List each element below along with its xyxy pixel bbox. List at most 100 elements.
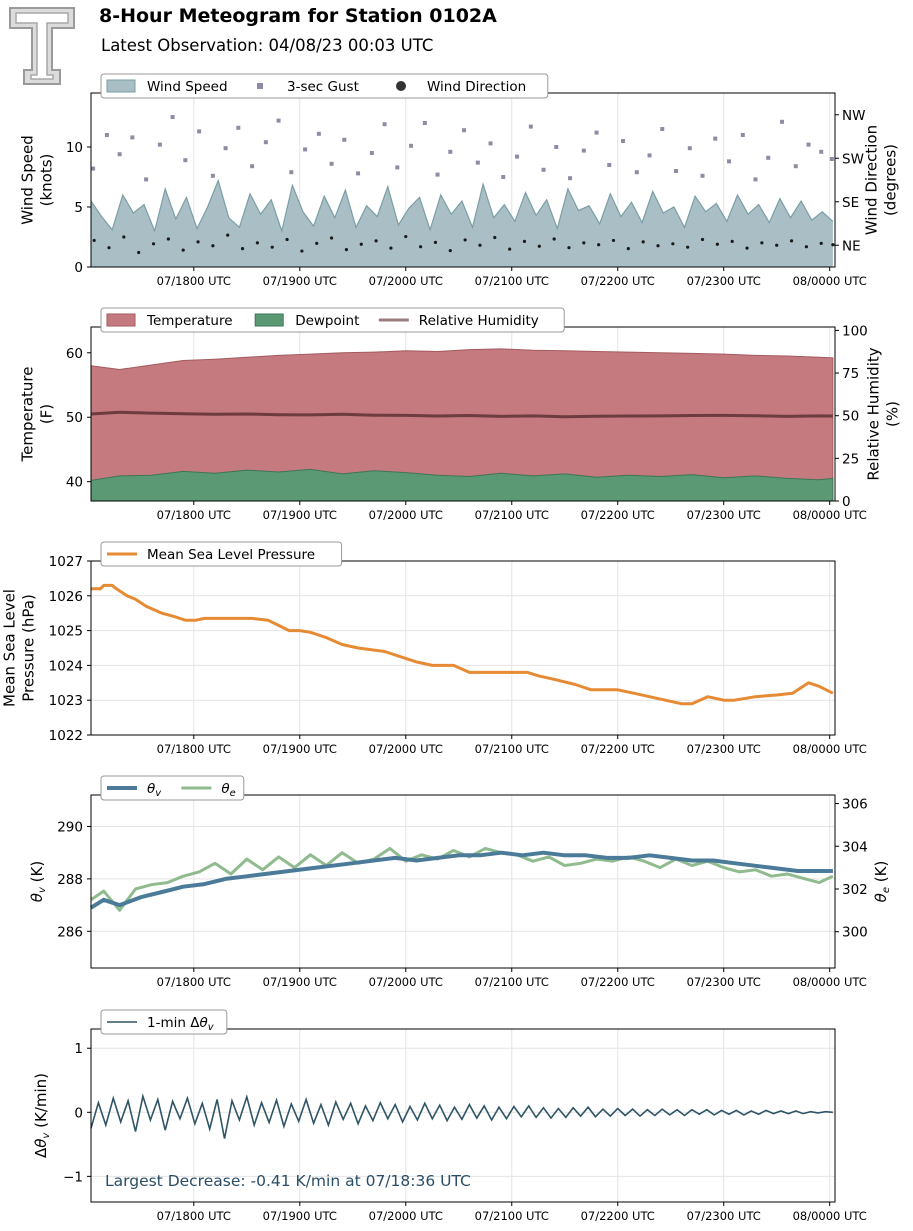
x-tick-label: 07/1900 UTC (263, 1209, 337, 1223)
x-tick-label: 07/1800 UTC (157, 1209, 231, 1223)
y-tick-label: 50 (66, 410, 83, 426)
direction-point (240, 247, 245, 251)
x-tick-label: 08/0000 UTC (793, 274, 867, 288)
panel-5: 07/1800 UTC 07/1900 UTC 07/2000 UTC 07/2100… (32, 1009, 867, 1223)
gust-point (130, 135, 135, 140)
plot-frame (90, 794, 836, 969)
legend: Wind Speed 3-sec Gust Wind Direction (100, 73, 549, 99)
y2-axis-label: Wind Direction (863, 125, 881, 235)
y-tick-label: 1024 (49, 658, 83, 674)
legend-label: Relative Humidity (419, 313, 539, 329)
direction-point (151, 242, 156, 246)
direction-point (493, 235, 497, 240)
x-tick-label: 07/2300 UTC (687, 274, 761, 288)
gust-point (117, 152, 122, 157)
y-tick-label: 60 (66, 346, 83, 362)
y2-tick-label: SE (842, 195, 859, 211)
gust-point (501, 175, 506, 179)
gust-point (276, 118, 281, 123)
legend-label: 1-min Δθv (147, 1015, 215, 1033)
direction-point (122, 235, 126, 239)
direction-point (226, 233, 230, 237)
gust-point (329, 161, 334, 166)
direction-point (804, 245, 808, 249)
y-tick-label: 1025 (49, 624, 83, 640)
y-axis-label: Temperature (19, 366, 37, 462)
direction-point (344, 248, 349, 252)
legend: Temperature Dewpoint Relative Humidity (100, 307, 565, 333)
gust-point (263, 140, 268, 145)
direction-point (641, 240, 645, 244)
direction-point (463, 238, 467, 242)
x-tick-label: 07/2300 UTC (687, 975, 761, 989)
direction-point (181, 248, 185, 252)
gust-point (766, 155, 771, 160)
x-tick-label: 07/2100 UTC (475, 508, 549, 522)
direction-point (611, 238, 616, 243)
x-tick-label: 07/2200 UTC (581, 274, 655, 288)
x-tick-label: 07/2300 UTC (687, 1209, 761, 1223)
gust-point (448, 149, 453, 154)
y2-tick-label: SW (842, 151, 864, 167)
legend-label: θe (221, 781, 235, 799)
gust-point (369, 151, 374, 155)
direction-point (300, 249, 304, 253)
legend-label: 3-sec Gust (287, 79, 359, 95)
direction-point (359, 242, 363, 246)
gust-point (422, 121, 427, 125)
y-tick-label: 1022 (49, 728, 83, 744)
direction-point (166, 237, 170, 241)
y-tick-label: −1 (63, 1169, 83, 1185)
gust-point (568, 176, 573, 181)
x-tick-label: 07/2100 UTC (475, 274, 549, 288)
gust-point (674, 169, 679, 173)
direction-point (700, 237, 705, 242)
direction-point (433, 240, 438, 244)
x-tick-label: 07/2200 UTC (581, 1209, 655, 1223)
legend-box (100, 775, 245, 801)
y-tick-label: 1 (74, 1041, 83, 1057)
legend-label: Wind Direction (427, 79, 526, 95)
gust-point (91, 166, 96, 171)
x-tick-label: 07/2000 UTC (369, 742, 443, 756)
panel-3: 07/1800 UTC 07/1900 UTC 07/2000 UTC 07/2100… (1, 541, 867, 756)
legend-label: Mean Sea Level Pressure (147, 547, 315, 563)
direction-point (626, 247, 630, 251)
y-axis-label: Pressure (hPa) (20, 594, 38, 702)
gust-point (713, 136, 718, 141)
gust-point (250, 164, 255, 169)
gust-point (409, 143, 414, 148)
gust-point (806, 142, 811, 147)
gust-point (356, 171, 361, 176)
gust-point (528, 124, 533, 129)
gust-point (780, 119, 785, 124)
dewpoint-area (90, 468, 834, 502)
panel-1: 07/1800 UTC 07/1900 UTC 07/2000 UTC 07/2100… (19, 73, 900, 288)
gust-point (634, 170, 639, 175)
x-tick-label: 07/1900 UTC (263, 742, 337, 756)
page-subtitle: Latest Observation: 04/08/23 00:03 UTC (101, 36, 434, 55)
gust-point (395, 165, 400, 170)
x-tick-label: 08/0000 UTC (793, 742, 867, 756)
direction-point (745, 246, 749, 250)
x-tick-label: 07/2100 UTC (475, 742, 549, 756)
direction-point (686, 245, 690, 249)
gust-point (515, 154, 520, 159)
y2-axis-label: θe (K) (872, 861, 892, 903)
direction-point (656, 244, 660, 248)
y-tick-label: 1023 (49, 693, 83, 709)
direction-points (92, 233, 835, 255)
pressure-line (91, 583, 834, 706)
x-tick-label: 07/1900 UTC (263, 508, 337, 522)
x-tick-label: 07/2200 UTC (581, 508, 655, 522)
legend-swatch (257, 83, 263, 89)
texas-tech-logo (9, 7, 75, 85)
direction-point (582, 241, 586, 245)
direction-point (285, 237, 289, 242)
legend-swatch (254, 313, 284, 327)
direction-point (315, 241, 319, 245)
relative-humidity-line (90, 410, 833, 419)
direction-point (270, 245, 274, 249)
legend-box (100, 541, 343, 567)
